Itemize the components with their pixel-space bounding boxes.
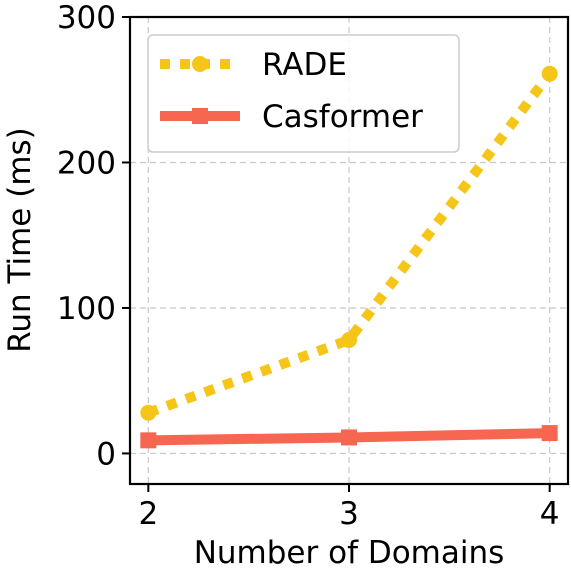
data-point-casformer [140, 432, 157, 449]
y-tick-label: 300 [57, 0, 116, 36]
x-tick-label: 4 [540, 496, 560, 532]
data-point-rade [341, 331, 357, 348]
y-tick-label: 0 [96, 436, 116, 472]
data-point-casformer [541, 425, 558, 442]
data-point-casformer [341, 429, 357, 446]
data-point-rade [541, 65, 558, 82]
x-tick-label: 2 [138, 496, 158, 532]
data-point-rade [140, 404, 157, 421]
x-tick-label: 3 [339, 496, 359, 532]
y-tick-label: 200 [57, 145, 116, 181]
legend-marker-casformer [192, 108, 208, 124]
y-tick-label: 100 [57, 291, 116, 327]
ticks: 2 3 4 0 100 200 300 [57, 0, 560, 532]
legend: RADE Casformer [147, 34, 460, 153]
legend-label-rade: RADE [262, 47, 347, 83]
x-axis-label: Number of Domains [194, 535, 505, 571]
y-axis-label: Run Time (ms) [2, 127, 38, 353]
legend-marker-rade [192, 56, 208, 72]
legend-label-casformer: Casformer [262, 99, 423, 135]
series-layer [140, 65, 558, 449]
